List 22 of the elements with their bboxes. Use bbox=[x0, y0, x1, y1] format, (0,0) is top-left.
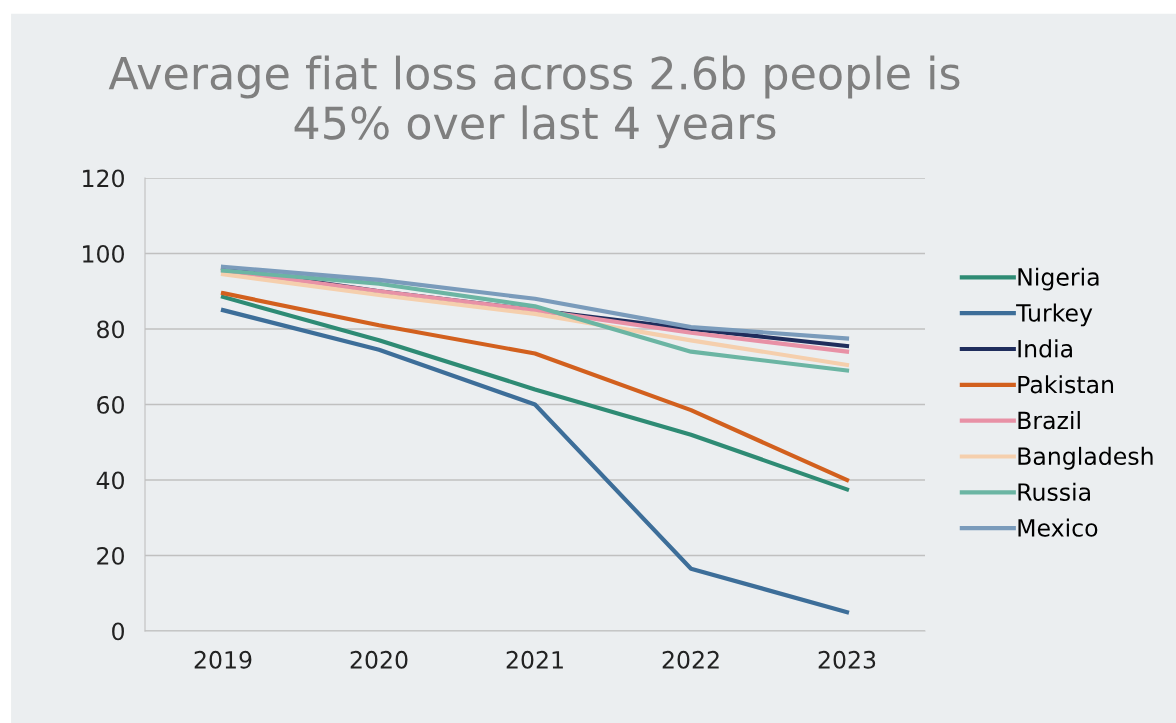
x-tick-label: 2021 bbox=[506, 650, 563, 669]
legend-label: Bangladesh bbox=[1018, 446, 1153, 470]
y-tick-label: 60 bbox=[97, 395, 124, 414]
x-tick-label: 2019 bbox=[194, 650, 252, 669]
y-tick-label: 20 bbox=[97, 546, 124, 565]
y-tick-label: 40 bbox=[96, 471, 124, 490]
line-series bbox=[220, 308, 850, 615]
y-tick-label: 120 bbox=[83, 169, 124, 188]
x-tick-label: 2023 bbox=[818, 650, 876, 669]
y-tick-label: 100 bbox=[83, 244, 124, 263]
legend-label: Russia bbox=[1018, 482, 1090, 501]
legend-label: India bbox=[1018, 339, 1072, 358]
legend-label: Pakistan bbox=[1018, 375, 1114, 394]
legend-label: Brazil bbox=[1018, 410, 1080, 430]
x-tick-label: 2022 bbox=[662, 650, 719, 669]
y-tick-label: 80 bbox=[97, 320, 124, 339]
legend-label: Mexico bbox=[1018, 518, 1098, 537]
y-tick-label: 0 bbox=[112, 622, 124, 641]
legend-label: Turkey bbox=[1016, 303, 1093, 327]
legend-label: Nigeria bbox=[1018, 267, 1099, 291]
x-tick-label: 2020 bbox=[350, 650, 408, 669]
chart-title: Average fiat loss across 2.6b people is 45% over last 4 years bbox=[108, 55, 960, 149]
